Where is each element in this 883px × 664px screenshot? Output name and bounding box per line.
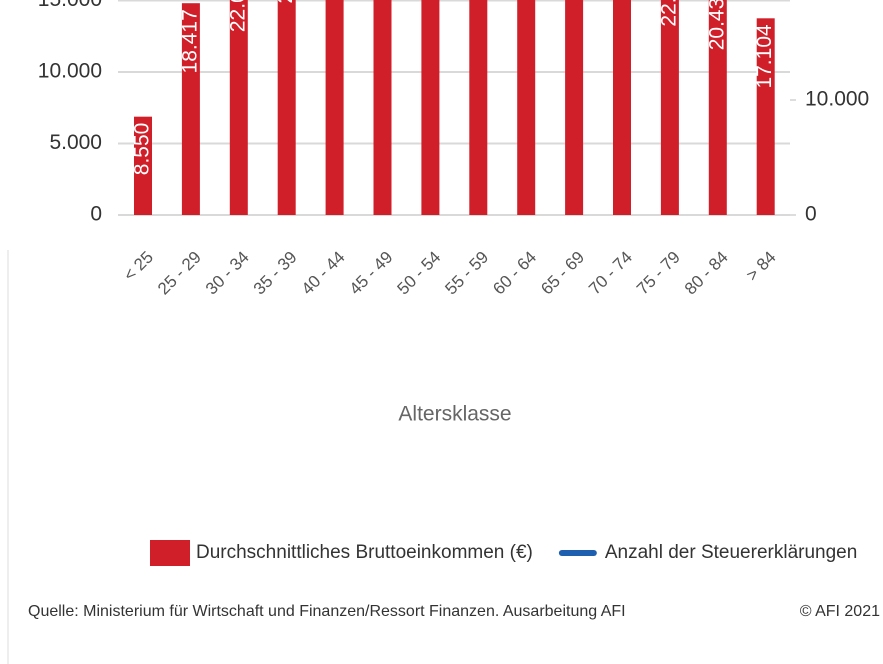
x-tick-label: 25 - 29	[154, 248, 205, 299]
y-tick-label: 10.000	[38, 60, 102, 83]
x-tick-label: 55 - 59	[441, 248, 492, 299]
legend-label: Durchschnittliches Bruttoeinkommen (€)	[196, 542, 533, 563]
bar	[469, 0, 488, 215]
bar	[373, 0, 392, 215]
value-label: 20.430	[705, 0, 728, 50]
x-tick-label: 60 - 64	[489, 248, 540, 299]
value-label: 22.490	[657, 0, 680, 27]
x-tick-label: > 84	[743, 248, 780, 285]
copyright: © AFI 2021	[800, 603, 880, 620]
y-tick-label: 15.000	[38, 0, 102, 11]
x-tick-label: 70 - 74	[585, 248, 636, 299]
x-tick-label: 35 - 39	[250, 248, 301, 299]
source: Quelle: Ministerium für Wirtschaft und F…	[28, 603, 626, 620]
bar	[660, 0, 679, 216]
x-tick-label: 30 - 34	[202, 248, 253, 299]
value-label: 8.550	[131, 123, 154, 176]
bar	[229, 0, 248, 216]
value-label: 24.500	[274, 0, 297, 3]
bar	[277, 0, 296, 215]
x-axis-title: Altersklasse	[398, 403, 511, 426]
legend-label: Anzahl der Steuererklärungen	[605, 542, 857, 563]
bar	[421, 0, 440, 215]
y2-tick-label: 10.000	[805, 88, 869, 111]
x-tick-label: 40 - 44	[298, 248, 349, 299]
bar	[613, 0, 631, 215]
x-tick-label: 75 - 79	[633, 248, 684, 299]
legend-swatch	[150, 540, 190, 566]
bar	[565, 0, 584, 215]
bar	[325, 0, 344, 215]
legend-swatch	[558, 550, 597, 556]
value-label: 18.417	[178, 9, 201, 73]
value-label: 17.104	[753, 24, 776, 89]
bar	[708, 0, 727, 216]
bar	[517, 0, 536, 215]
value-label: 22.010	[226, 0, 249, 32]
x-tick-label: 65 - 69	[537, 248, 588, 299]
bar	[181, 3, 200, 216]
bar	[134, 116, 152, 215]
x-tick-label: 50 - 54	[394, 248, 445, 299]
x-tick-label: 45 - 49	[346, 248, 397, 299]
y2-tick-label: 0	[805, 203, 817, 226]
y-tick-label: 0	[90, 203, 102, 226]
bar	[756, 18, 775, 215]
x-tick-label: 80 - 84	[681, 248, 732, 299]
x-tick-label: < 25	[120, 248, 157, 285]
y-tick-label: 5.000	[49, 131, 102, 154]
